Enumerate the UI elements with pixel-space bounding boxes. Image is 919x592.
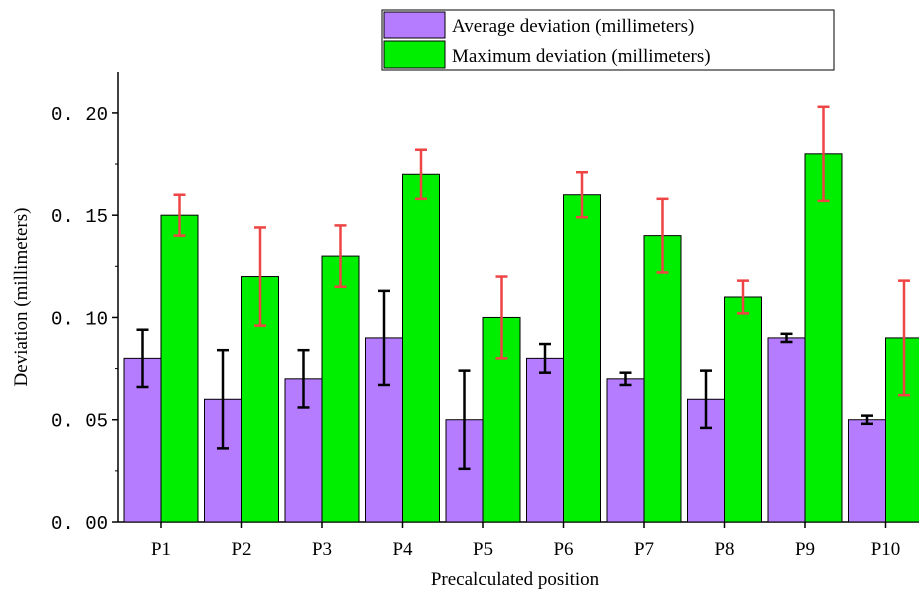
y-tick-label: 0. 10 xyxy=(51,308,108,330)
x-tick-label: P6 xyxy=(553,539,573,560)
bar-maximum-deviation xyxy=(160,214,199,523)
legend-label-average: Average deviation (millimeters) xyxy=(452,16,694,37)
bar-maximum-deviation xyxy=(885,337,919,523)
x-tick-label: P1 xyxy=(151,539,171,560)
y-tick-label: 0. 15 xyxy=(51,206,108,228)
legend-label-maximum: Maximum deviation (millimeters) xyxy=(452,46,711,67)
x-tick-label: P9 xyxy=(795,539,815,560)
x-axis-ticks: P1 P2 P3 P4 P5 P6 P7 P8 P9 P10 xyxy=(151,522,900,560)
bar-maximum-deviation xyxy=(643,235,682,523)
y-axis-ticks: 0. 00 0. 05 0. 10 0. 15 0. 20 xyxy=(51,104,118,535)
bars-group xyxy=(123,153,919,523)
y-tick-label: 0. 00 xyxy=(51,513,108,535)
bar-maximum-deviation xyxy=(402,173,440,523)
y-tick-label: 0. 20 xyxy=(51,104,108,126)
x-axis-label: Precalculated position xyxy=(431,569,600,590)
legend-swatch-maximum xyxy=(383,40,446,69)
error-bars-group xyxy=(136,105,910,471)
bar-average-deviation xyxy=(526,357,564,523)
x-tick-label: P7 xyxy=(634,539,654,560)
x-tick-label: P5 xyxy=(473,539,493,560)
x-tick-label: P8 xyxy=(714,539,734,560)
bar-maximum-deviation xyxy=(804,153,843,523)
y-tick-label: 0. 05 xyxy=(51,411,108,433)
legend-box xyxy=(381,9,835,71)
bar-average-deviation xyxy=(767,337,806,523)
bar-maximum-deviation xyxy=(321,255,360,523)
legend-swatch-average xyxy=(383,11,446,39)
x-tick-label: P2 xyxy=(231,539,251,560)
y-axis-label: Deviation (millimeters) xyxy=(11,208,32,387)
x-tick-label: P3 xyxy=(312,539,332,560)
bar-average-deviation xyxy=(848,419,886,523)
x-tick-label: P10 xyxy=(871,539,901,560)
x-tick-label: P4 xyxy=(392,539,413,560)
bar-maximum-deviation xyxy=(563,194,601,523)
bar-average-deviation xyxy=(606,378,645,523)
bar-maximum-deviation xyxy=(724,296,762,523)
legend: Average deviation (millimeters) Maximum … xyxy=(381,9,835,71)
